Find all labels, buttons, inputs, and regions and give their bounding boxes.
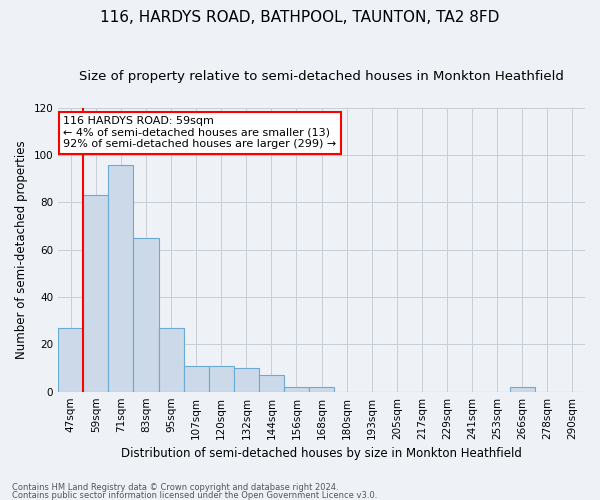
Bar [510, 387, 535, 392]
Text: 116, HARDYS ROAD, BATHPOOL, TAUNTON, TA2 8FD: 116, HARDYS ROAD, BATHPOOL, TAUNTON, TA2… [100, 10, 500, 25]
Bar [234, 368, 259, 392]
Bar [109, 164, 133, 392]
Bar [158, 328, 184, 392]
Text: Contains public sector information licensed under the Open Government Licence v3: Contains public sector information licen… [12, 491, 377, 500]
Bar [58, 328, 83, 392]
Bar [209, 366, 234, 392]
Bar [259, 375, 284, 392]
Text: Contains HM Land Registry data © Crown copyright and database right 2024.: Contains HM Land Registry data © Crown c… [12, 484, 338, 492]
Bar [83, 196, 109, 392]
Bar [184, 366, 209, 392]
Bar [284, 387, 309, 392]
Y-axis label: Number of semi-detached properties: Number of semi-detached properties [15, 140, 28, 359]
Text: 116 HARDYS ROAD: 59sqm
← 4% of semi-detached houses are smaller (13)
92% of semi: 116 HARDYS ROAD: 59sqm ← 4% of semi-deta… [64, 116, 337, 150]
Title: Size of property relative to semi-detached houses in Monkton Heathfield: Size of property relative to semi-detach… [79, 70, 564, 83]
Bar [309, 387, 334, 392]
Bar [133, 238, 158, 392]
X-axis label: Distribution of semi-detached houses by size in Monkton Heathfield: Distribution of semi-detached houses by … [121, 447, 522, 460]
